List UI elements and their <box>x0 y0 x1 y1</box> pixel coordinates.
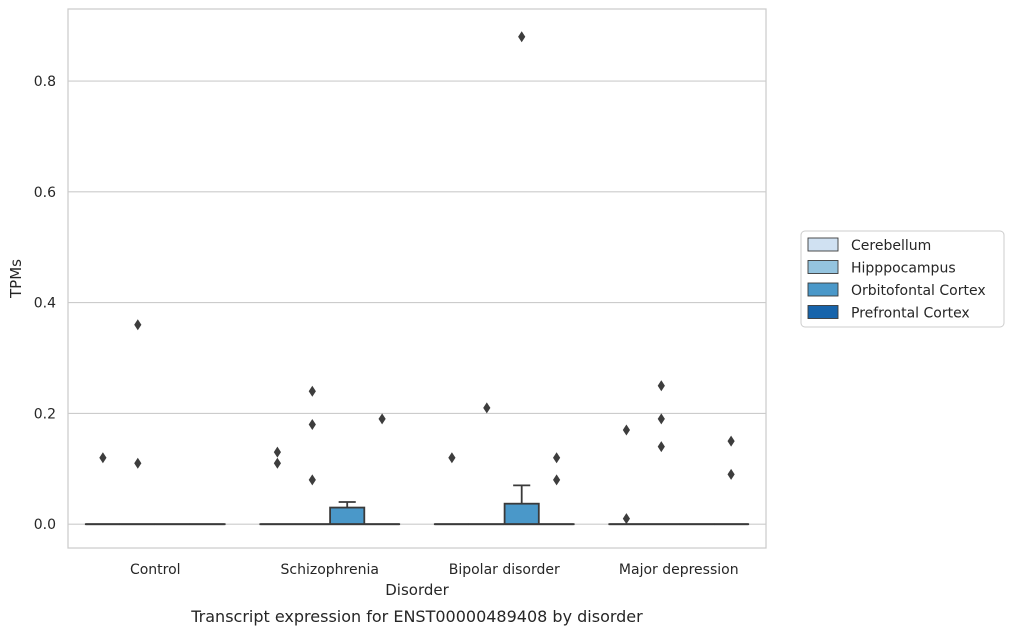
x-axis-label: Disorder <box>385 581 449 599</box>
legend: Cerebellum Hipppocampus Orbitofontal Corte… <box>800 230 1005 328</box>
box-group <box>503 31 540 526</box>
legend-swatch <box>807 282 839 297</box>
y-tick-label: 0.2 <box>34 406 56 422</box>
box-group <box>713 435 750 526</box>
outlier-point <box>308 385 316 397</box>
outlier-point <box>657 380 665 392</box>
outlier-point <box>622 513 630 525</box>
box <box>329 506 366 526</box>
box-group <box>538 452 575 526</box>
outlier-point <box>273 446 281 458</box>
outlier-point <box>553 452 561 464</box>
outlier-point <box>378 413 386 425</box>
y-axis-label: TPMs <box>7 259 25 299</box>
legend-swatch <box>807 305 839 319</box>
outlier-point <box>308 418 316 430</box>
x-tick-labels: Control Schizophrenia Bipolar disorder Majo… <box>130 562 739 578</box>
y-tick-label: 0.6 <box>34 185 56 201</box>
box-group <box>364 413 401 526</box>
box-group <box>329 501 366 526</box>
y-tick-labels: 0.0 0.2 0.4 0.6 0.8 <box>34 74 56 533</box>
legend-label: Orbitofontal Cortex <box>851 283 986 299</box>
y-tick-label: 0.8 <box>34 74 56 90</box>
outlier-point <box>273 457 281 469</box>
outlier-point <box>134 457 142 469</box>
legend-label: Prefrontal Cortex <box>851 306 970 322</box>
box-group <box>119 319 156 526</box>
outlier-point <box>308 474 316 486</box>
outlier-point <box>553 474 561 486</box>
outlier-point <box>622 424 630 436</box>
legend-label: Cerebellum <box>851 238 931 254</box>
legend-frame <box>800 230 1005 328</box>
outlier-point <box>727 468 735 480</box>
y-tick-label: 0.0 <box>34 517 56 533</box>
outlier-point <box>134 319 142 331</box>
y-tick-label: 0.4 <box>34 296 56 312</box>
legend-label: Hipppocampus <box>851 261 956 277</box>
outlier-point <box>483 402 491 414</box>
x-tick-label: Bipolar disorder <box>449 562 560 578</box>
legend-swatch <box>807 237 839 252</box>
box-group <box>608 424 645 526</box>
outlier-point <box>727 435 735 447</box>
outlier-point <box>448 452 456 464</box>
chart-caption: Transcript expression for ENST0000048940… <box>190 607 643 626</box>
outlier-point <box>657 413 665 425</box>
x-tick-label: Major depression <box>619 562 739 578</box>
x-tick-label: Schizophrenia <box>281 562 379 578</box>
legend-swatch <box>807 260 839 274</box>
x-tick-label: Control <box>130 562 181 578</box>
plot-frame <box>67 8 767 549</box>
outlier-point <box>657 441 665 453</box>
outlier-point <box>518 31 526 43</box>
plot-marks <box>84 31 750 526</box>
box <box>503 502 540 526</box>
outlier-point <box>99 452 107 464</box>
